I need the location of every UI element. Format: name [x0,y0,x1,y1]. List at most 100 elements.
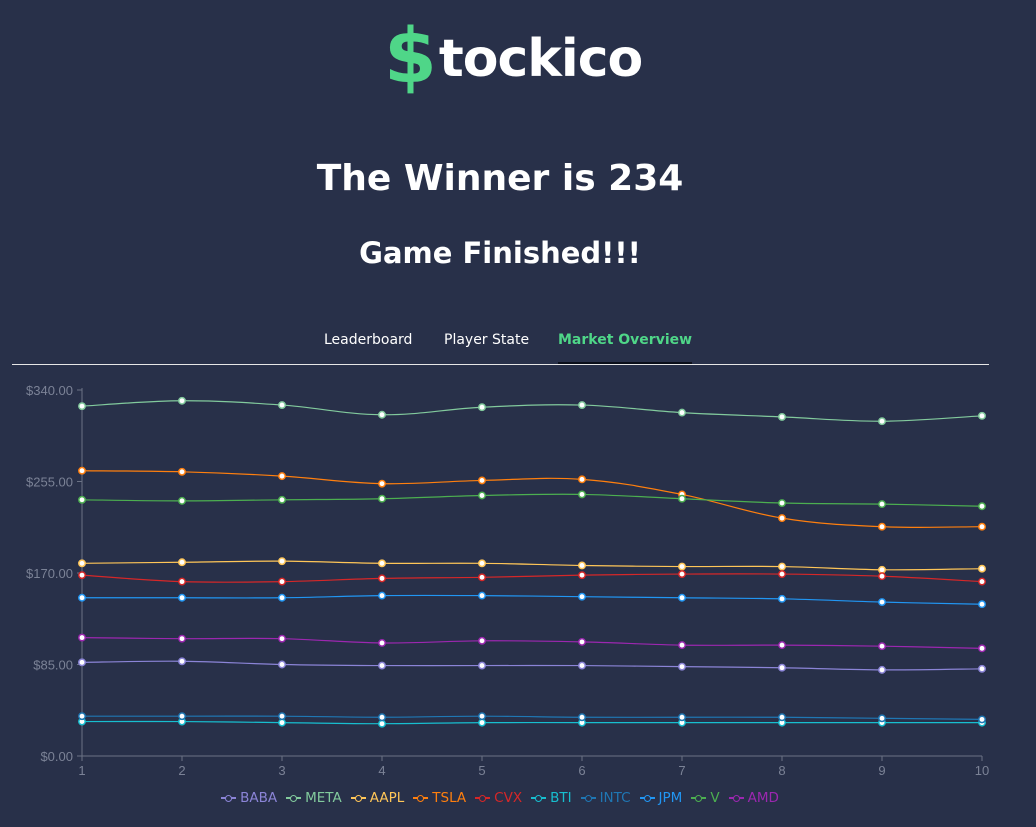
data-point-tsla [878,522,886,531]
market-overview-chart: $0.00 $85.00 $170.00 $255.00 $340.00 1 2 3 4 5 6 7 8… [26,383,989,778]
data-point-amd [778,641,786,650]
y-tick-label: $0.00 [40,749,73,764]
series-line-amd [81,636,983,649]
data-point-tsla [478,476,486,485]
data-point-aapl [678,562,686,571]
x-tick-label: 1 [78,763,85,778]
x-tick-label: 8 [778,763,785,778]
data-point-jpm [78,593,86,602]
legend-item-tsla[interactable]: TSLA [413,790,466,806]
legend-label: INTC [599,790,631,806]
data-point-amd [278,634,286,643]
data-point-v [978,502,986,511]
legend-label: BABA [240,790,278,806]
series-line-jpm [82,594,983,605]
data-point-amd [478,636,486,645]
data-point-v [178,496,186,505]
legend-label: AAPL [369,790,405,806]
data-point-v [78,495,86,504]
data-point-v [878,500,886,509]
legend-item-intc[interactable]: INTC [580,790,631,806]
series-line-bti [81,720,982,725]
data-point-aapl [978,564,986,573]
data-point-meta [978,411,986,420]
data-point-jpm [678,593,686,602]
y-tick-label: $255.00 [26,475,73,490]
data-point-amd [578,637,586,646]
legend-label: AMD [747,790,779,806]
legend-swatch-icon [413,793,429,803]
x-tick-label: 3 [278,763,285,778]
data-point-intc [78,712,86,721]
data-point-intc [178,712,186,721]
data-point-meta [178,396,186,405]
data-point-baba [878,665,886,674]
data-point-aapl [778,562,786,571]
legend-swatch-icon [639,793,655,803]
data-point-tsla [278,472,286,481]
tab-leaderboard[interactable]: Leaderboard [324,332,413,348]
data-point-meta [78,402,86,411]
legend-item-cvx[interactable]: CVX [475,790,522,806]
legend-item-v[interactable]: V [691,790,720,806]
legend-item-jpm[interactable]: JPM [639,790,682,806]
x-tick-label: 7 [678,763,685,778]
data-point-cvx [578,571,586,580]
series-line-baba [81,660,983,671]
data-point-bti [378,719,386,728]
legend-label: TSLA [432,790,467,806]
data-point-cvx [478,573,486,582]
data-point-meta [578,401,586,410]
series-line-v [81,493,983,507]
data-point-amd [178,634,186,643]
data-point-aapl [578,561,586,570]
data-point-jpm [378,591,386,600]
y-tick-label: $85.00 [33,658,73,673]
data-point-jpm [278,593,286,602]
data-point-intc [678,713,686,722]
legend-item-aapl[interactable]: AAPL [350,790,405,806]
legend-item-amd[interactable]: AMD [728,790,779,806]
logo-wordmark: tockico [438,29,643,89]
data-point-baba [478,661,486,670]
tab-market-overview[interactable]: Market Overview [558,328,693,364]
data-point-intc [578,713,586,722]
data-point-amd [78,633,86,642]
x-tick-label: 9 [878,763,885,778]
series-line-intc [82,715,983,720]
data-point-jpm [178,593,186,602]
legend-swatch-icon [350,793,366,803]
data-point-baba [778,663,786,672]
legend-item-baba[interactable]: BABA [221,790,277,806]
data-point-jpm [778,594,786,603]
tab-player-state[interactable]: Player State [444,332,530,348]
data-point-intc [478,712,486,721]
x-tick-label: 4 [378,763,385,778]
legend-label: META [305,790,342,806]
winner-heading: The Winner is 234 [316,158,684,199]
legend-item-meta[interactable]: META [286,790,342,806]
data-point-baba [978,664,986,673]
data-point-aapl [178,558,186,567]
legend-item-bti[interactable]: BTI [531,790,572,806]
legend-swatch-icon [531,793,547,803]
data-point-jpm [878,598,886,607]
x-tick-label: 6 [578,763,585,778]
legend-swatch-icon [580,793,596,803]
stockico-logo: $ tockico [384,16,643,96]
data-point-tsla [378,479,386,488]
data-point-intc [278,712,286,721]
data-point-baba [578,661,586,670]
series-line-tsla [81,470,983,528]
data-point-amd [878,642,886,651]
data-point-intc [878,714,886,723]
data-point-meta [778,412,786,421]
data-point-tsla [778,514,786,523]
chart-legend: BABA META AAPL TSLA CVX BTI INTC JPM V AMD [0,790,1000,806]
data-point-v [678,494,686,503]
data-point-aapl [78,559,86,568]
data-point-amd [678,641,686,650]
data-point-jpm [478,591,486,600]
data-point-meta [878,417,886,426]
data-point-amd [978,644,986,653]
